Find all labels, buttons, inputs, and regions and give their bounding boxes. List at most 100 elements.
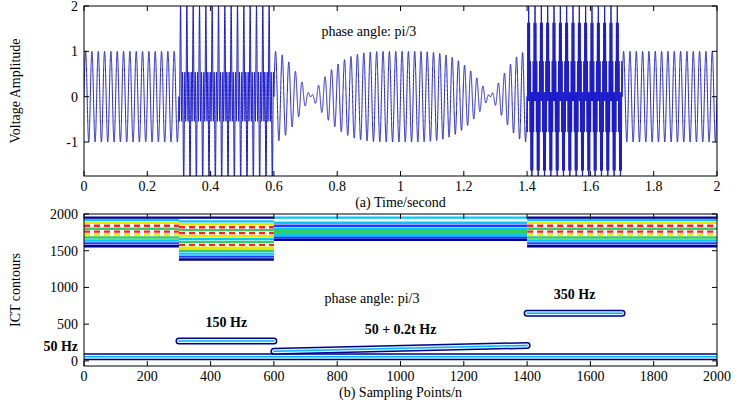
x-tick bbox=[273, 214, 274, 219]
contour-line bbox=[179, 229, 274, 231]
contour-line bbox=[179, 250, 274, 252]
contour-line bbox=[527, 242, 717, 244]
plot-background bbox=[84, 214, 717, 366]
x-axis-title: (a) Time/second bbox=[355, 195, 446, 211]
y-tick bbox=[84, 250, 89, 251]
waveform-segment bbox=[527, 6, 622, 176]
contour-line bbox=[274, 239, 527, 241]
x-tick bbox=[210, 361, 211, 366]
contour-line bbox=[527, 239, 717, 241]
waveform-segment bbox=[179, 6, 274, 176]
y-tick bbox=[712, 214, 717, 215]
contour-line bbox=[84, 230, 179, 232]
contour-line bbox=[274, 236, 527, 238]
x-tick bbox=[653, 171, 654, 176]
contour-line bbox=[274, 230, 527, 232]
x-tick-label: 0.4 bbox=[202, 179, 220, 194]
contour-line bbox=[527, 233, 717, 235]
y-tick bbox=[712, 287, 717, 288]
x-tick bbox=[147, 6, 148, 11]
x-tick-label: 0.8 bbox=[328, 179, 346, 194]
y-axis-title: ICT contours bbox=[8, 253, 23, 327]
y-tick-label: 1000 bbox=[50, 280, 78, 295]
contour-line bbox=[274, 234, 527, 236]
panel: 0200400600800100012001400160018002000050… bbox=[8, 207, 731, 401]
x-tick bbox=[463, 214, 464, 219]
contour-line bbox=[527, 225, 717, 227]
y-tick bbox=[84, 51, 89, 52]
x-tick bbox=[527, 214, 528, 219]
x-tick bbox=[653, 214, 654, 219]
x-tick bbox=[84, 361, 85, 366]
contour-line bbox=[179, 247, 274, 249]
ridge-label: 150 Hz bbox=[206, 315, 248, 330]
y-tick-label: 0 bbox=[71, 354, 78, 369]
contour-line bbox=[84, 216, 179, 218]
contour-line bbox=[179, 216, 274, 218]
marks bbox=[84, 218, 717, 357]
contour-line bbox=[527, 227, 717, 229]
ridge bbox=[527, 310, 622, 317]
contour-line bbox=[179, 252, 274, 254]
x-tick bbox=[590, 361, 591, 366]
ridge-label: 350 Hz bbox=[554, 287, 596, 302]
ridge bbox=[84, 353, 717, 360]
x-tick-label: 1000 bbox=[387, 369, 415, 384]
plot-background bbox=[84, 6, 717, 176]
x-tick bbox=[590, 214, 591, 219]
plot-frame bbox=[84, 214, 717, 366]
y-tick bbox=[84, 287, 89, 288]
x-tick-label: 0 bbox=[81, 369, 88, 384]
x-tick bbox=[337, 171, 338, 176]
ridge-core bbox=[527, 312, 622, 314]
contour-line bbox=[84, 227, 179, 229]
x-tick-label: 600 bbox=[263, 369, 284, 384]
x-tick-label: 1.8 bbox=[645, 179, 663, 194]
x-tick bbox=[463, 171, 464, 176]
x-tick bbox=[84, 171, 85, 176]
ridge bbox=[274, 345, 527, 351]
contour-line bbox=[84, 225, 179, 227]
x-tick bbox=[463, 361, 464, 366]
x-tick bbox=[337, 214, 338, 219]
contour-line bbox=[179, 223, 274, 225]
contour-line bbox=[84, 245, 179, 247]
x-tick-label: 0.2 bbox=[139, 179, 157, 194]
x-tick bbox=[717, 171, 718, 176]
contour-line bbox=[527, 245, 717, 247]
contour-line bbox=[84, 233, 179, 235]
x-tick bbox=[210, 6, 211, 11]
contour-line bbox=[527, 236, 717, 238]
x-tick bbox=[463, 6, 464, 11]
x-tick bbox=[717, 361, 718, 366]
x-tick bbox=[210, 214, 211, 219]
y-axis-title: Voltage Amplitude bbox=[8, 38, 23, 143]
ridge-core bbox=[84, 356, 717, 358]
y-tick bbox=[84, 360, 89, 361]
contour-line bbox=[274, 227, 527, 229]
y-tick bbox=[712, 51, 717, 52]
contour-line bbox=[527, 222, 717, 224]
contour-line bbox=[179, 258, 274, 260]
contour-line bbox=[84, 222, 179, 224]
y-tick bbox=[84, 96, 89, 97]
y-tick bbox=[712, 324, 717, 325]
x-tick bbox=[273, 6, 274, 11]
y-tick bbox=[84, 214, 89, 215]
ridge-label: 50 + 0.2t Hz bbox=[365, 322, 437, 337]
y-tick-label: 1500 bbox=[50, 244, 78, 259]
x-tick bbox=[273, 171, 274, 176]
ridge bbox=[179, 338, 274, 345]
contour-line bbox=[179, 226, 274, 228]
x-tick-label: 1.4 bbox=[518, 179, 536, 194]
x-tick-label: 1.6 bbox=[582, 179, 600, 194]
y-tick bbox=[84, 6, 89, 7]
x-tick bbox=[653, 361, 654, 366]
x-tick bbox=[400, 171, 401, 176]
x-tick bbox=[590, 6, 591, 11]
contour-line bbox=[179, 220, 274, 222]
ridge-inner bbox=[84, 355, 717, 359]
y-tick bbox=[712, 250, 717, 251]
plot-frame bbox=[84, 6, 717, 176]
x-tick bbox=[400, 214, 401, 219]
